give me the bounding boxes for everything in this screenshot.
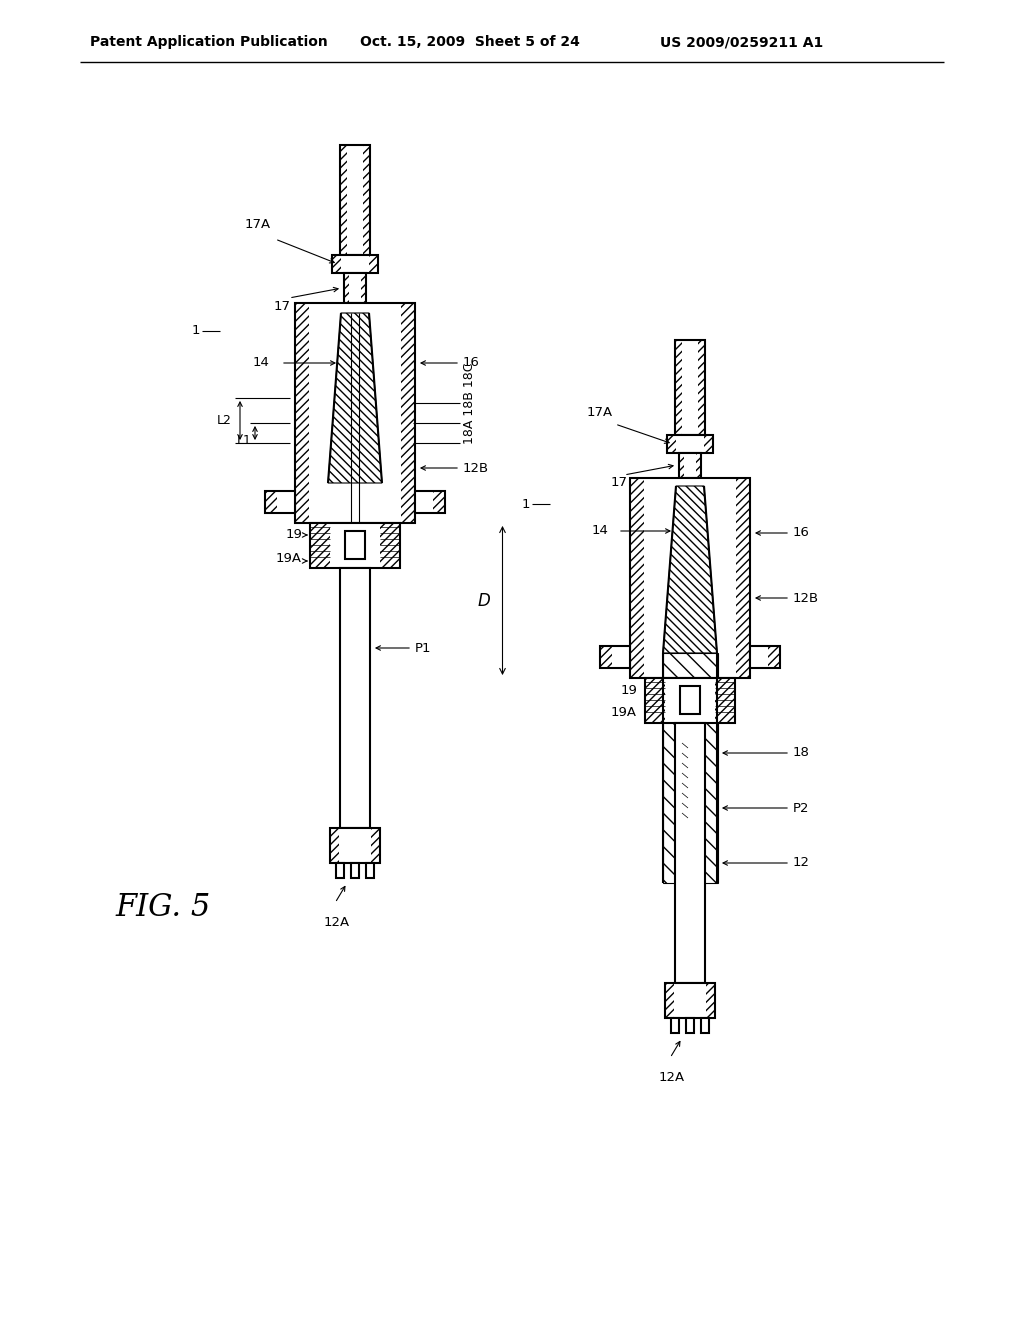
Bar <box>736 478 750 678</box>
Bar <box>433 491 445 513</box>
Text: 1: 1 <box>521 498 530 511</box>
Bar <box>401 304 415 523</box>
Text: FIG. 5: FIG. 5 <box>115 892 210 924</box>
Text: 19: 19 <box>621 684 637 697</box>
Bar <box>310 523 400 568</box>
Bar <box>675 341 705 436</box>
Bar <box>336 863 344 878</box>
Text: 17A: 17A <box>245 218 271 231</box>
Text: 12B: 12B <box>793 591 819 605</box>
Bar <box>665 983 715 1018</box>
Text: 14: 14 <box>252 356 269 370</box>
Text: 19: 19 <box>285 528 302 541</box>
Bar <box>768 645 780 668</box>
Text: 14: 14 <box>591 524 608 537</box>
Text: 18A 18B 18C: 18A 18B 18C <box>463 362 476 444</box>
Bar <box>345 531 365 558</box>
Bar <box>362 145 370 255</box>
Bar <box>665 983 674 1018</box>
Bar <box>680 686 700 714</box>
Bar <box>340 568 370 828</box>
Bar <box>679 453 701 478</box>
Bar <box>295 304 415 523</box>
Text: 17: 17 <box>611 477 628 490</box>
Bar <box>361 273 366 304</box>
Bar <box>705 436 713 453</box>
Bar <box>344 273 366 304</box>
Text: D: D <box>478 591 490 610</box>
Text: P2: P2 <box>793 801 810 814</box>
Text: 12B: 12B <box>463 462 489 474</box>
Bar <box>706 983 715 1018</box>
Text: 19A: 19A <box>276 552 302 565</box>
Bar <box>630 478 750 678</box>
Bar <box>675 341 682 436</box>
Bar <box>340 145 347 255</box>
Bar <box>330 828 380 863</box>
Bar <box>380 523 400 568</box>
Text: L1: L1 <box>238 434 252 447</box>
Text: Patent Application Publication: Patent Application Publication <box>90 36 328 49</box>
Bar <box>630 478 644 678</box>
Bar <box>332 255 341 273</box>
Bar <box>366 863 374 878</box>
Bar <box>750 645 780 668</box>
Text: US 2009/0259211 A1: US 2009/0259211 A1 <box>660 36 823 49</box>
Bar <box>686 1018 694 1034</box>
Bar <box>679 453 684 478</box>
Bar <box>696 453 701 478</box>
Bar <box>265 491 278 513</box>
Text: 19A: 19A <box>611 706 637 719</box>
Bar <box>330 828 339 863</box>
Bar <box>645 678 735 723</box>
Bar <box>340 145 370 255</box>
Bar <box>715 678 735 723</box>
Bar <box>671 1018 679 1034</box>
Text: Oct. 15, 2009  Sheet 5 of 24: Oct. 15, 2009 Sheet 5 of 24 <box>360 36 580 49</box>
Bar <box>600 645 630 668</box>
Bar <box>663 653 718 883</box>
Text: 12A: 12A <box>658 1071 685 1084</box>
Text: 12: 12 <box>793 857 810 870</box>
Bar <box>295 304 309 523</box>
Bar <box>415 491 445 513</box>
Text: 18: 18 <box>793 747 810 759</box>
Bar <box>344 273 349 304</box>
Bar <box>351 863 359 878</box>
Text: L2: L2 <box>217 414 232 426</box>
Bar <box>698 341 705 436</box>
Text: P1: P1 <box>415 642 431 655</box>
Bar <box>371 828 380 863</box>
Bar <box>645 678 665 723</box>
Text: 16: 16 <box>793 527 810 540</box>
Bar <box>369 255 378 273</box>
Bar <box>265 491 295 513</box>
Text: 1: 1 <box>191 325 200 338</box>
Text: 17A: 17A <box>587 405 613 418</box>
Bar <box>310 523 330 568</box>
Text: 12A: 12A <box>324 916 350 929</box>
Bar <box>600 645 612 668</box>
Text: 17: 17 <box>274 300 291 313</box>
Bar <box>332 255 378 273</box>
Bar <box>667 436 713 453</box>
Bar <box>701 1018 709 1034</box>
Bar <box>675 723 705 983</box>
Text: 16: 16 <box>463 356 480 370</box>
Bar <box>667 436 676 453</box>
